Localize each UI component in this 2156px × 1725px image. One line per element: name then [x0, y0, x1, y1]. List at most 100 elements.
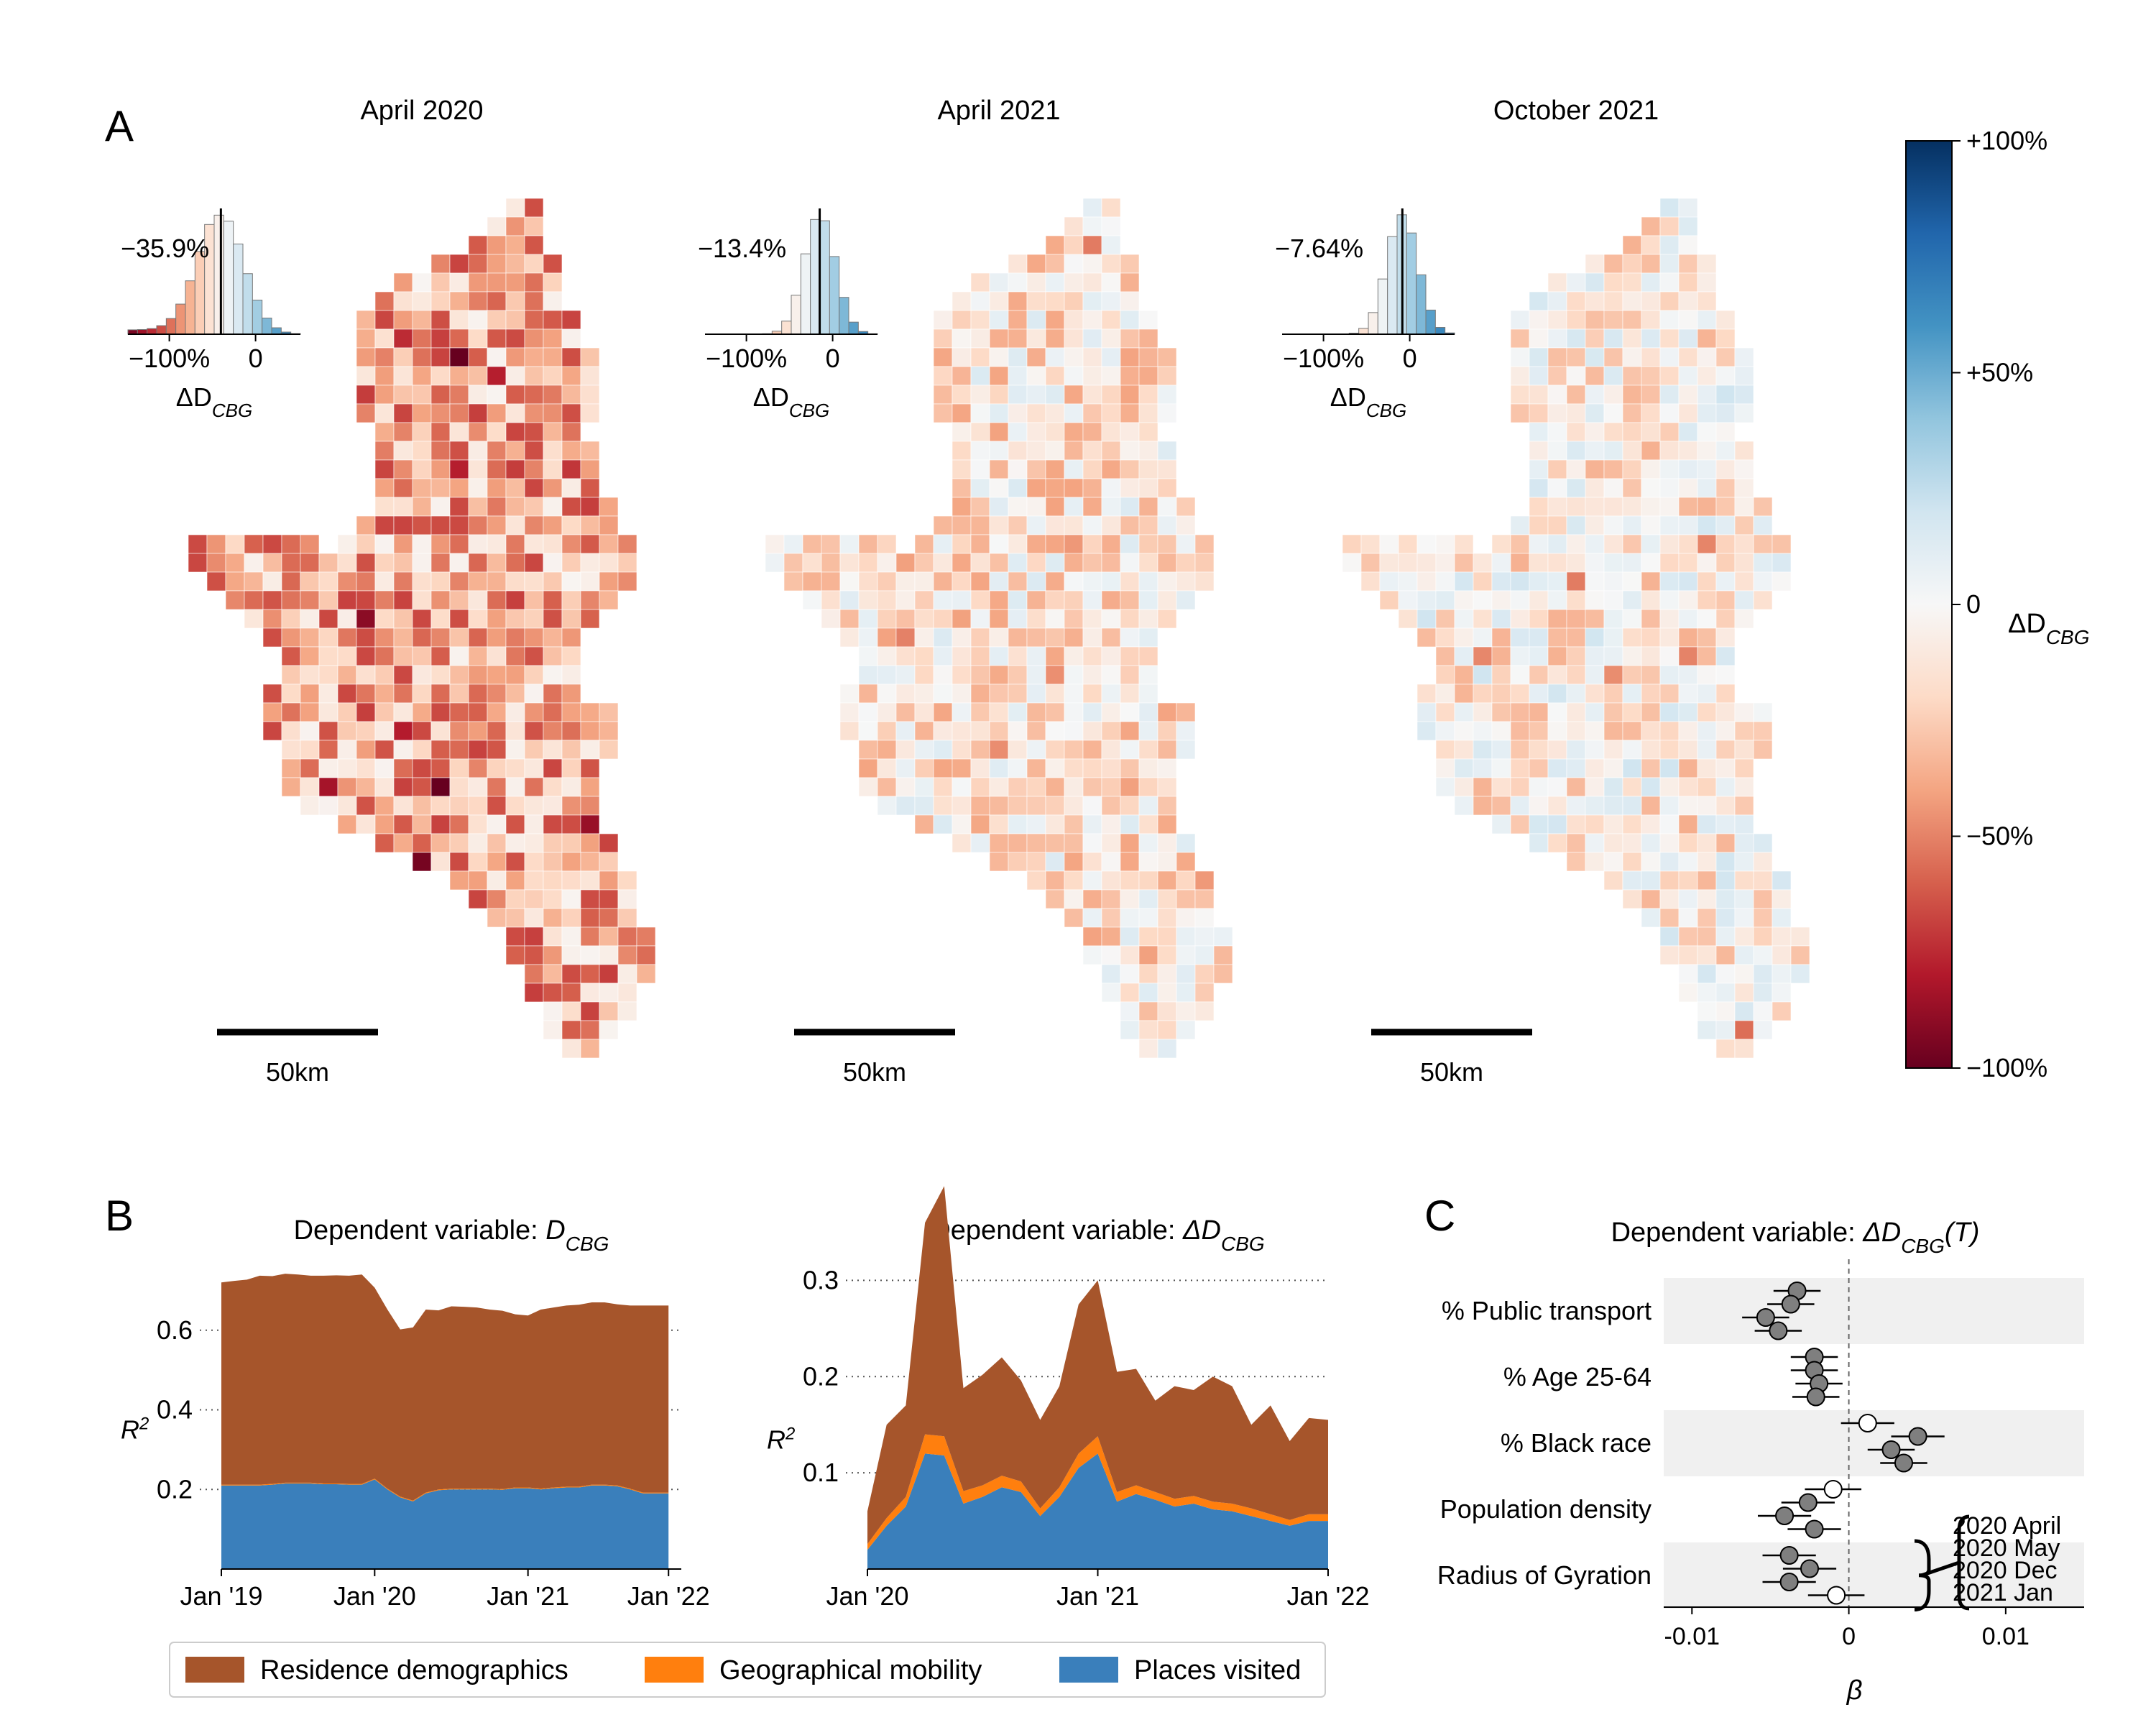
map-cell — [262, 553, 282, 573]
map-cell — [1715, 777, 1736, 797]
map-cell — [1082, 441, 1102, 461]
map-cell — [1715, 983, 1736, 1003]
histogram-bar — [271, 327, 282, 335]
map-cell — [1753, 721, 1773, 741]
map-cell — [356, 403, 376, 423]
map-cell — [1697, 497, 1717, 517]
map-cell — [393, 272, 413, 293]
map-cell — [933, 814, 953, 834]
map-cell — [561, 665, 581, 685]
map-cell — [1064, 590, 1084, 610]
map-cell — [1659, 609, 1680, 629]
map-cell — [337, 590, 357, 610]
map-cell — [1641, 515, 1661, 535]
map-cell — [561, 478, 581, 498]
map-cell — [468, 553, 488, 573]
map-cell — [1101, 926, 1121, 947]
map-cell — [989, 646, 1009, 666]
map-cell — [1772, 964, 1792, 984]
map-cell — [468, 403, 488, 423]
map-cell — [1120, 814, 1140, 834]
map-cell — [1082, 721, 1102, 741]
map-cell — [1120, 422, 1140, 442]
map-cell — [1734, 571, 1754, 592]
map-cell — [561, 740, 581, 760]
map-cell — [1547, 403, 1567, 423]
map-cell — [487, 702, 507, 722]
map-cell — [1101, 814, 1121, 834]
map-cell — [1529, 571, 1549, 592]
map-cell — [970, 758, 990, 778]
map-cell — [1641, 291, 1661, 311]
histogram-bar — [262, 317, 272, 335]
map-cell — [1473, 646, 1493, 666]
map-cell — [1120, 515, 1140, 535]
map-cell — [337, 814, 357, 834]
map-cell — [524, 646, 544, 666]
map-cell — [374, 328, 395, 349]
map-cell — [1120, 852, 1140, 872]
map-cell — [1585, 515, 1605, 535]
map-cell — [1585, 665, 1605, 685]
map-cell — [356, 627, 376, 648]
map-cell — [858, 721, 878, 741]
map-cell — [1585, 740, 1605, 760]
map-cell — [1082, 291, 1102, 311]
map-cell — [468, 590, 488, 610]
map-cell — [1641, 702, 1661, 722]
map-cell — [318, 684, 338, 704]
map-cell — [337, 777, 357, 797]
map-cell — [1547, 441, 1567, 461]
map-cell — [468, 571, 488, 592]
map-cell — [1622, 235, 1642, 255]
map-cell — [1082, 478, 1102, 498]
map-cell — [1379, 590, 1399, 610]
map-cell — [1510, 814, 1530, 834]
map-cell — [1622, 497, 1642, 517]
map-cell — [300, 553, 320, 573]
map-cell — [1641, 609, 1661, 629]
map-cell — [1157, 571, 1177, 592]
map-cell — [1697, 385, 1717, 405]
map-cell — [1622, 441, 1642, 461]
map-cell — [1008, 291, 1028, 311]
map-cell — [1641, 590, 1661, 610]
map-cell — [188, 553, 208, 573]
y-axis-label: R2 — [121, 1414, 149, 1445]
map-cell — [1772, 553, 1792, 573]
map-cell — [1026, 534, 1046, 554]
map-cell — [356, 385, 376, 405]
map-cell — [1529, 758, 1549, 778]
map-cell — [374, 497, 395, 517]
map-cell — [914, 721, 934, 741]
map-cell — [952, 646, 972, 666]
map-cell — [970, 571, 990, 592]
map-cell — [1064, 515, 1084, 535]
histogram-bar — [252, 299, 263, 335]
map-cell — [524, 571, 544, 592]
map-cell — [449, 272, 469, 293]
map-cell — [970, 291, 990, 311]
map-cell — [561, 609, 581, 629]
map-cell — [858, 758, 878, 778]
map-cell — [1008, 422, 1028, 442]
map-cell — [1641, 310, 1661, 330]
map-cell — [505, 646, 525, 666]
map-cell — [1120, 347, 1140, 367]
coefficient-point — [1756, 1308, 1775, 1327]
map-cell — [1622, 609, 1642, 629]
map-cell — [1566, 534, 1586, 554]
histogram-bar — [791, 295, 801, 335]
map-cell — [839, 702, 860, 722]
map-cell — [1157, 497, 1177, 517]
map-cell — [1641, 814, 1661, 834]
map-cell — [1454, 646, 1474, 666]
map-cell — [524, 870, 544, 891]
map-cell — [318, 571, 338, 592]
map-cell — [1360, 534, 1381, 554]
map-cell — [1435, 721, 1455, 741]
map-cell — [543, 571, 563, 592]
x-tick-label: Jan '20 — [826, 1581, 909, 1611]
map-cell — [1082, 758, 1102, 778]
panel-letter-a: A — [105, 102, 134, 150]
